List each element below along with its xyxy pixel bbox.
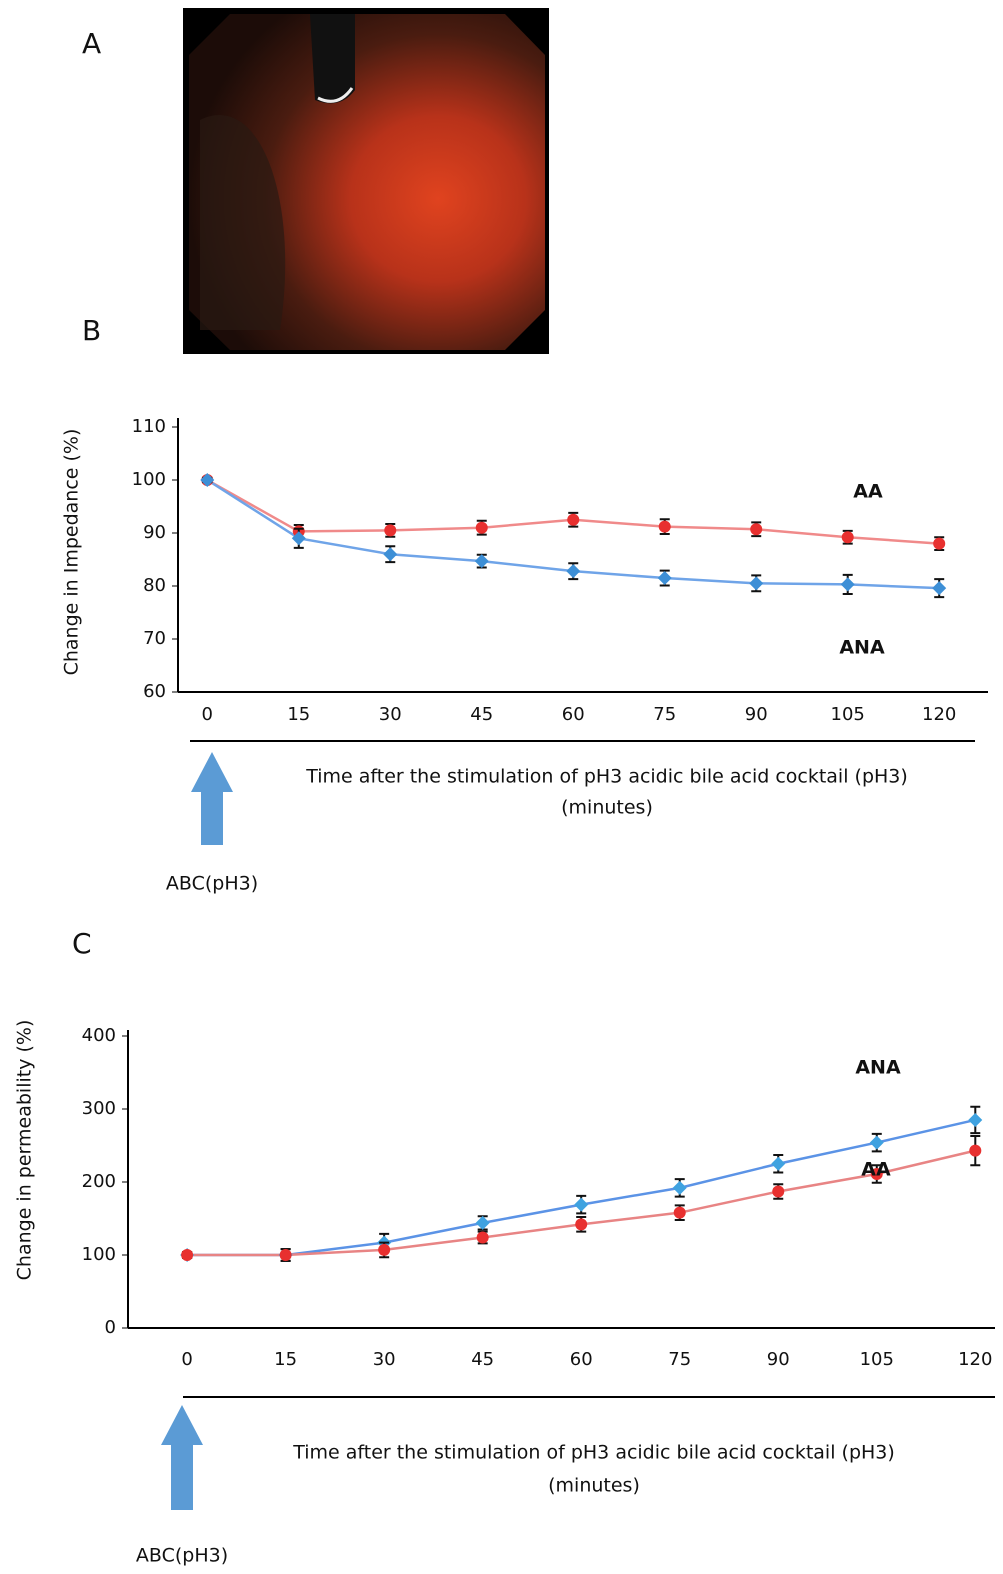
data-point	[968, 1112, 983, 1127]
x-tick-label: 120	[922, 704, 956, 725]
photo-scope-rim	[317, 87, 354, 103]
data-point	[673, 1206, 686, 1219]
x-axis-label: (minutes)	[561, 797, 653, 819]
x-tick-label: 30	[379, 704, 402, 725]
x-tick-label: 105	[860, 1349, 894, 1370]
y-tick-label: 200	[82, 1171, 116, 1192]
data-point	[969, 1144, 982, 1157]
y-tick-label: 90	[143, 522, 166, 543]
data-point	[181, 1249, 194, 1261]
x-axis-label: Time after the stimulation of pH3 acidic…	[305, 766, 908, 788]
data-point	[750, 523, 763, 536]
x-tick-label: 75	[668, 1349, 691, 1370]
stimulus-arrow	[161, 1405, 203, 1510]
photo-shadow	[200, 115, 286, 330]
y-axis-label: Change in Impedance (%)	[61, 429, 83, 676]
series-label: ANA	[855, 1057, 901, 1079]
data-point	[869, 1135, 884, 1150]
series-label: ANA	[839, 637, 885, 659]
x-tick-label: 60	[570, 1349, 593, 1370]
series-label: AA	[861, 1159, 891, 1181]
data-point	[279, 1249, 292, 1261]
y-tick-label: 100	[82, 1244, 116, 1265]
y-tick-label: 80	[143, 575, 166, 596]
annotation: ABC(pH3)	[136, 1545, 228, 1567]
x-tick-label: 30	[373, 1349, 396, 1370]
data-point	[567, 513, 580, 526]
data-point	[658, 520, 671, 533]
data-point	[749, 576, 764, 591]
annotation: ABC(pH3)	[166, 873, 258, 895]
x-tick-label: 45	[470, 704, 493, 725]
y-tick-label: 400	[82, 1025, 116, 1046]
panel-label: A	[82, 27, 101, 60]
data-point	[840, 577, 855, 592]
y-tick-label: 60	[143, 681, 166, 702]
series-line	[187, 1118, 976, 1257]
x-tick-label: 0	[202, 704, 213, 725]
data-point	[771, 1156, 786, 1171]
data-point	[772, 1185, 785, 1198]
data-point	[657, 571, 672, 586]
y-tick-label: 100	[132, 469, 166, 490]
data-point	[291, 531, 306, 546]
data-point	[200, 473, 215, 487]
photo-scope	[310, 14, 355, 104]
panel-label: C	[72, 927, 92, 960]
data-point	[474, 554, 489, 569]
data-point	[575, 1218, 588, 1231]
stimulus-arrow	[191, 752, 233, 845]
y-tick-label: 110	[132, 416, 166, 437]
x-tick-label: 60	[562, 704, 585, 725]
data-point	[475, 1215, 490, 1230]
x-tick-label: 90	[767, 1349, 790, 1370]
series-line	[206, 478, 940, 545]
y-tick-label: 300	[82, 1098, 116, 1119]
data-point	[566, 564, 581, 579]
y-tick-label: 70	[143, 628, 166, 649]
x-axis-label: Time after the stimulation of pH3 acidic…	[292, 1442, 895, 1464]
series-label: AA	[853, 481, 883, 503]
x-tick-label: 105	[831, 704, 865, 725]
data-point	[933, 537, 946, 550]
data-point	[384, 524, 397, 537]
x-tick-label: 0	[181, 1349, 192, 1370]
y-tick-label: 0	[105, 1317, 116, 1338]
x-tick-label: 15	[287, 704, 310, 725]
data-point	[476, 1231, 489, 1244]
data-point	[870, 1167, 883, 1180]
x-tick-label: 90	[745, 704, 768, 725]
panel-label: B	[82, 314, 101, 347]
data-point	[672, 1180, 687, 1195]
data-point	[383, 547, 398, 562]
data-point	[841, 531, 854, 544]
x-tick-label: 15	[274, 1349, 297, 1370]
data-point	[932, 581, 947, 596]
y-axis-label: Change in permeability (%)	[14, 1020, 36, 1281]
x-tick-label: 120	[958, 1349, 992, 1370]
data-point	[378, 1243, 391, 1256]
data-point	[574, 1197, 589, 1212]
x-axis-label: (minutes)	[548, 1475, 640, 1497]
x-tick-label: 75	[653, 704, 676, 725]
data-point	[475, 521, 488, 534]
x-tick-label: 45	[471, 1349, 494, 1370]
